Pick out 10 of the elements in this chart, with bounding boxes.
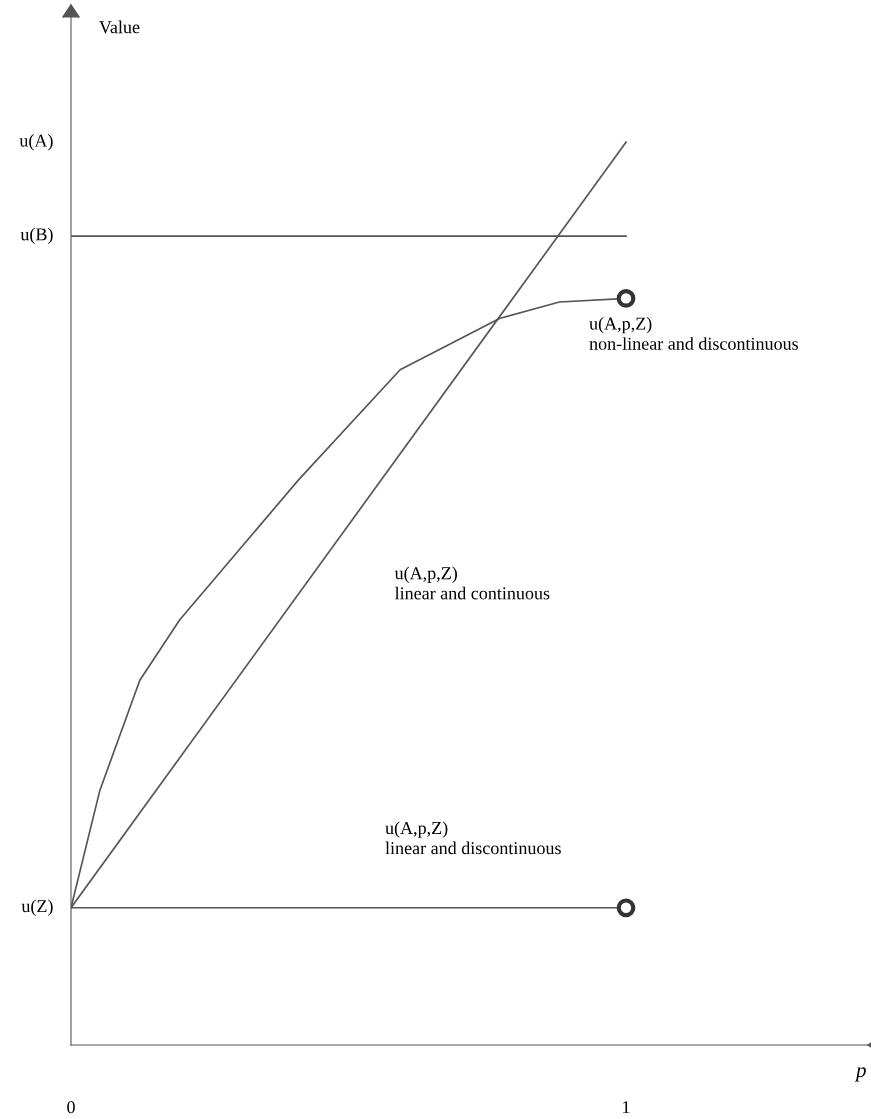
x-axis-title: p: [854, 1067, 866, 1082]
text: u(B): [20, 227, 53, 245]
annotation: u(A,p,Z) linear and continuous: [394, 566, 550, 600]
text: u(Z): [21, 899, 53, 916]
text: Value: [99, 20, 140, 34]
annotation: u(A,p,Z) non-linear and discontinuous: [589, 317, 798, 350]
x-tick-label: 1: [623, 1101, 630, 1114]
annotation: u(A,p,Z) linear and discontinuous: [385, 821, 561, 855]
text: u(A): [19, 134, 53, 151]
x-tick-label: 0: [67, 1101, 75, 1114]
